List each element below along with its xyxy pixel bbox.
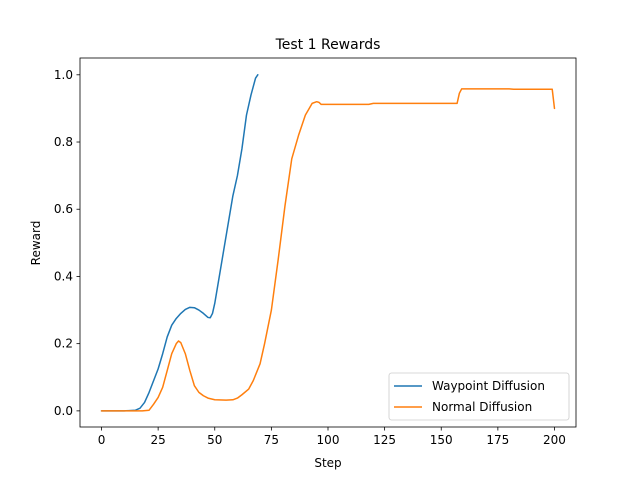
series-layer	[100, 74, 556, 412]
y-axis-ticks: 0.0 0.2 0.4 0.6 0.8 1.0	[54, 68, 80, 418]
y-tick-label: 0.4	[54, 269, 73, 283]
y-tick-label: 0.0	[54, 404, 73, 418]
x-axis-ticks: 0 25 50 75 100 125 150 175 200	[98, 427, 566, 447]
chart-title: Test 1 Rewards	[275, 37, 381, 53]
x-tick-label: 175	[486, 433, 509, 447]
y-axis-label: Reward	[29, 221, 43, 266]
x-tick-label: 75	[264, 433, 279, 447]
x-tick-label: 25	[150, 433, 165, 447]
x-tick-label: 0	[98, 433, 106, 447]
x-axis-label: Step	[314, 456, 341, 470]
x-tick-label: 200	[543, 433, 566, 447]
x-tick-label: 150	[430, 433, 453, 447]
legend-label: Normal Diffusion	[432, 400, 532, 414]
y-tick-label: 0.2	[54, 337, 73, 351]
y-tick-label: 0.8	[54, 135, 73, 149]
series-line-waypoint-diffusion	[100, 74, 259, 412]
legend-box	[388, 372, 570, 421]
y-tick-label: 1.0	[54, 68, 73, 82]
legend-label: Waypoint Diffusion	[432, 379, 545, 393]
x-tick-label: 100	[317, 433, 340, 447]
series-line-normal-diffusion	[100, 88, 556, 412]
y-tick-label: 0.6	[54, 202, 73, 216]
x-tick-label: 50	[207, 433, 222, 447]
x-tick-label: 125	[373, 433, 396, 447]
plot-frame	[79, 57, 577, 428]
legend: Waypoint Diffusion Normal Diffusion	[388, 372, 570, 421]
